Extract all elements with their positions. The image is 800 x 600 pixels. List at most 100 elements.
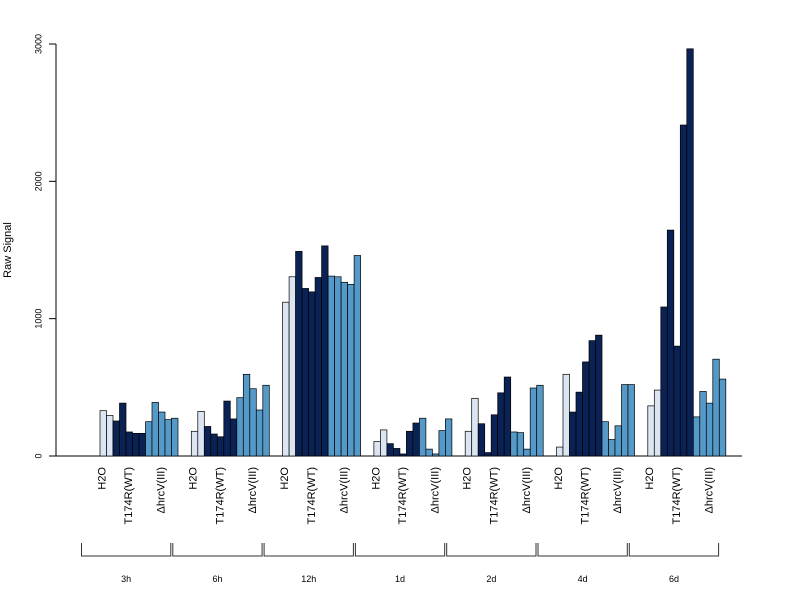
bar (471, 397, 479, 457)
bar (255, 409, 264, 457)
bar (569, 411, 577, 457)
bar (614, 425, 622, 457)
condition-label: H2O (462, 467, 474, 490)
bar (399, 453, 407, 457)
bar (477, 423, 486, 457)
bar (562, 373, 570, 457)
condition-label: ΔhrcV(III) (703, 467, 715, 513)
bar (145, 421, 153, 457)
bar (510, 431, 518, 457)
bar (112, 420, 120, 457)
y-axis: 0 1000 2000 3000 (33, 34, 57, 459)
group-bracket (263, 543, 354, 557)
bar (686, 48, 694, 457)
bar (490, 414, 499, 457)
bar (301, 288, 309, 457)
condition-label: H2O (96, 467, 108, 490)
bar (627, 384, 635, 457)
bar (125, 431, 133, 457)
bar (432, 453, 440, 457)
bar (249, 388, 257, 457)
bar (516, 432, 525, 457)
bar (327, 275, 335, 457)
condition-label: T174R(WT) (488, 467, 500, 524)
bar (653, 389, 662, 457)
group-bracket (354, 543, 446, 557)
condition-label: T174R(WT) (671, 467, 683, 524)
bar (295, 251, 303, 457)
condition-label: ΔhrcV(III) (247, 467, 259, 513)
condition-label: H2O (370, 467, 382, 490)
bar (692, 416, 701, 457)
condition-label: ΔhrcV(III) (338, 467, 350, 513)
group-bracket (172, 543, 263, 557)
bar (190, 430, 199, 457)
bar (705, 402, 714, 457)
bar (608, 439, 616, 457)
bar (236, 397, 244, 457)
bar (679, 124, 688, 457)
bar (340, 281, 348, 457)
bar (197, 411, 205, 457)
bar (712, 358, 720, 457)
bar (138, 432, 146, 457)
condition-label: H2O (553, 467, 565, 490)
bar (223, 400, 231, 457)
time-group-label: 4d (578, 574, 588, 584)
y-tick-label: 1000 (33, 309, 43, 329)
bar (588, 340, 596, 457)
bar (582, 361, 590, 457)
bar (151, 402, 159, 457)
bar (242, 373, 251, 457)
bar (210, 433, 218, 457)
bar (334, 276, 342, 457)
bar (601, 421, 609, 457)
y-axis-title: Raw Signal (2, 222, 14, 278)
bar (438, 430, 446, 457)
condition-label: ΔhrcV(III) (521, 467, 533, 513)
bar (666, 229, 675, 457)
bar (288, 276, 296, 457)
condition-label: T174R(WT) (397, 467, 409, 524)
bar (321, 245, 329, 457)
condition-label: ΔhrcV(III) (156, 467, 168, 513)
condition-label: T174R(WT) (580, 467, 592, 524)
bar (660, 306, 668, 457)
condition-labels: H2O T174R(WT) ΔhrcV(III) H2O T174R(WT) ΔhrcV(… (96, 467, 715, 525)
condition-label: T174R(WT) (123, 467, 135, 524)
bar (595, 334, 603, 457)
y-tick-label: 3000 (33, 34, 43, 54)
group-bracket (628, 543, 720, 557)
bar (621, 384, 629, 457)
bar (464, 430, 473, 457)
time-group-label: 2d (486, 574, 496, 584)
bar (484, 452, 492, 457)
condition-label: T174R(WT) (214, 467, 226, 524)
bar (497, 392, 505, 457)
bar (158, 411, 166, 457)
bar (262, 384, 270, 457)
group-bracket (537, 543, 628, 557)
bar (203, 426, 212, 457)
bar (503, 376, 512, 457)
bar (425, 448, 433, 457)
time-group-brackets: 3h 6h 12h 1d 2d 4d 6d (81, 543, 720, 584)
bar (171, 417, 179, 457)
bar (106, 415, 114, 457)
bar (229, 418, 238, 457)
bar (419, 417, 427, 457)
time-group-label: 6h (212, 574, 222, 584)
group-bracket (446, 543, 537, 557)
bar (523, 448, 531, 457)
bar (536, 384, 544, 457)
time-group-label: 6d (669, 574, 679, 584)
condition-label: H2O (188, 467, 200, 490)
bar (164, 419, 172, 457)
bar (393, 448, 401, 457)
time-group-label: 1d (395, 574, 405, 584)
bar (699, 391, 707, 457)
bar (353, 255, 361, 457)
bar (373, 441, 381, 457)
bar (132, 432, 140, 457)
